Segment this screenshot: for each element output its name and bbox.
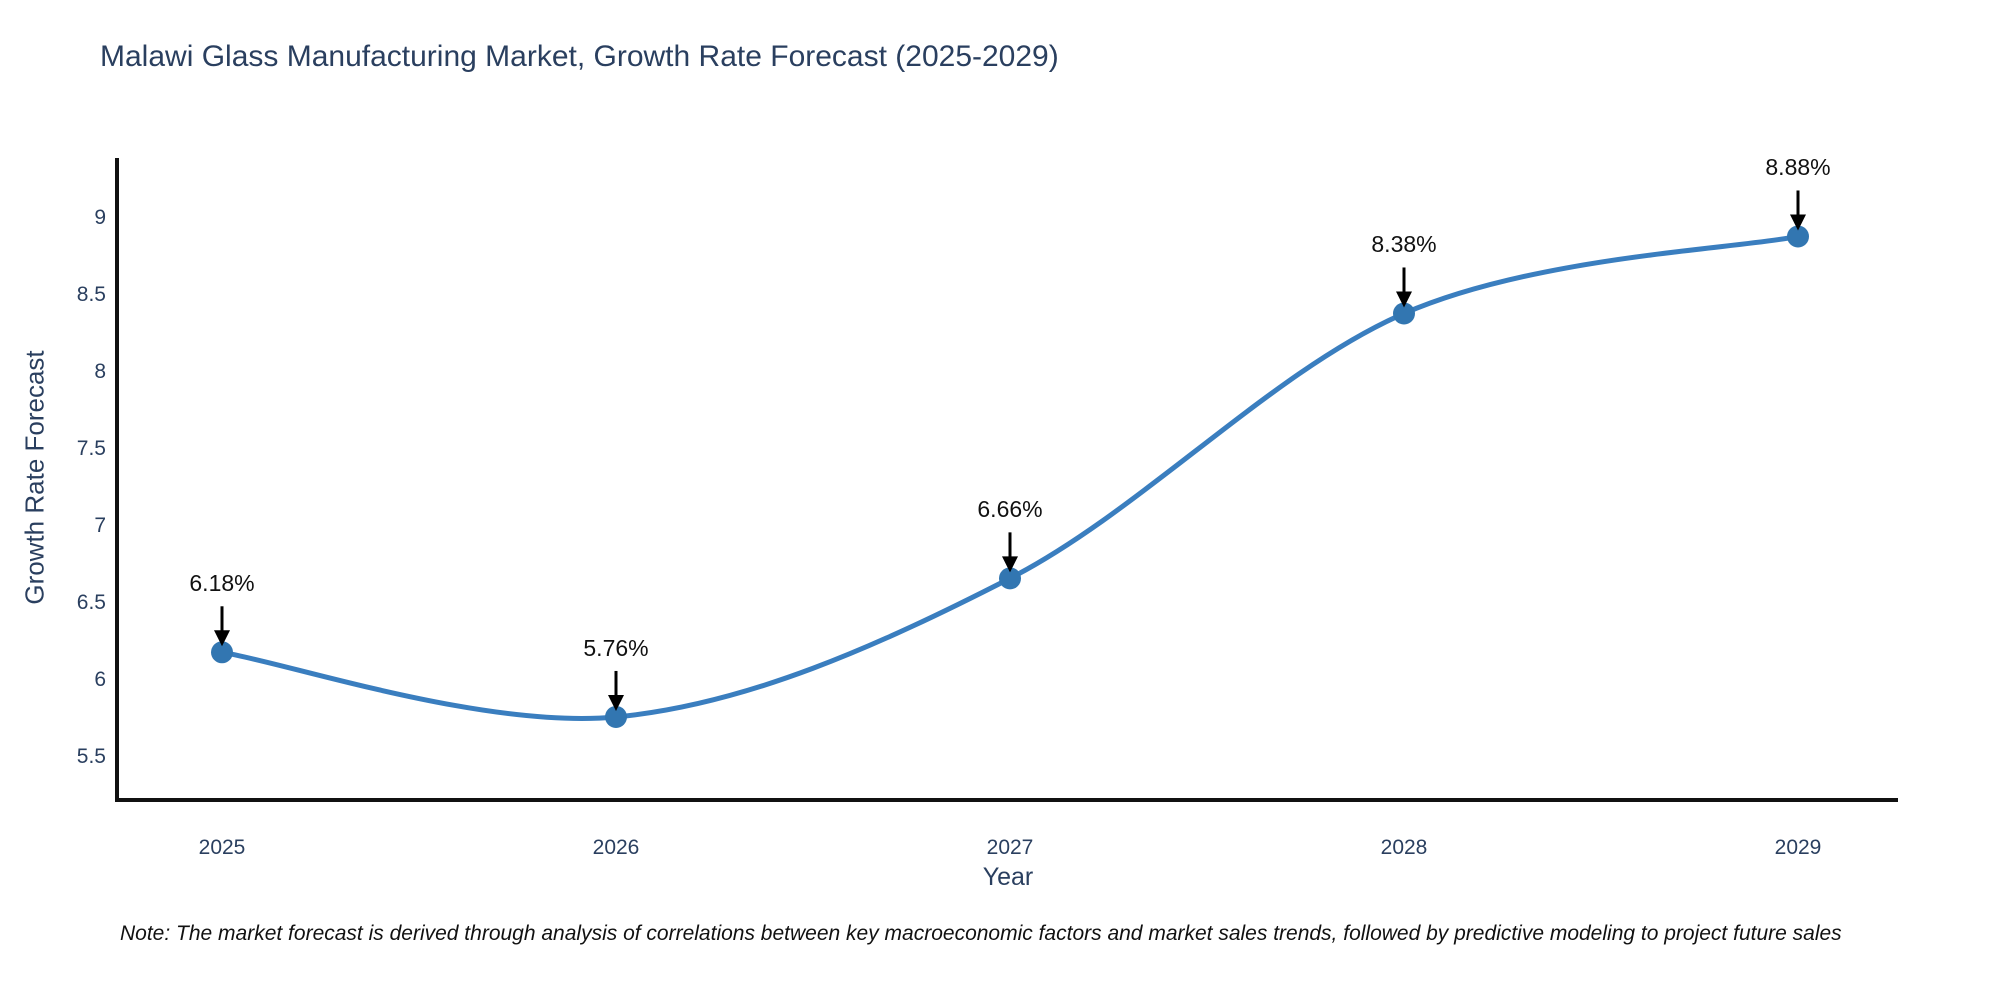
y-tick-label: 5.5: [76, 745, 106, 768]
annotation-arrowhead: [1396, 291, 1412, 308]
data-point-marker: [999, 567, 1021, 590]
y-axis-title: Growth Rate Forecast: [19, 350, 50, 605]
y-tick-label: 9: [94, 206, 106, 229]
point-value-label: 8.38%: [1371, 231, 1437, 258]
data-point-marker: [1393, 302, 1415, 325]
y-tick-label: 7.5: [76, 437, 106, 460]
point-value-label: 8.88%: [1765, 154, 1831, 181]
x-tick-label: 2029: [1774, 836, 1822, 859]
trend-line: [219, 233, 1801, 721]
x-tick-label: 2027: [986, 836, 1034, 859]
data-point-marker: [605, 705, 627, 728]
y-tick-label: 6: [94, 668, 106, 691]
annotation-arrowhead: [608, 694, 624, 711]
x-tick-label: 2028: [1380, 836, 1428, 859]
chart-title: Malawi Glass Manufacturing Market, Growt…: [100, 40, 1059, 73]
annotation-arrowhead: [214, 630, 230, 647]
y-tick-label: 7: [94, 514, 106, 537]
footnote: Note: The market forecast is derived thr…: [120, 922, 1842, 945]
annotation-arrowhead: [1002, 556, 1018, 573]
y-tick-label: 6.5: [76, 591, 106, 614]
x-tick-label: 2025: [198, 836, 246, 859]
x-axis-title: Year: [982, 863, 1034, 891]
annotation-arrowhead: [1790, 214, 1806, 231]
data-point-marker: [211, 641, 233, 664]
point-value-label: 6.18%: [189, 570, 255, 597]
point-value-label: 6.66%: [977, 496, 1043, 523]
data-point-marker: [1787, 225, 1809, 248]
y-tick-label: 8.5: [76, 283, 106, 306]
x-tick-label: 2026: [592, 836, 640, 859]
point-value-label: 5.76%: [583, 634, 649, 661]
y-tick-label: 8: [94, 360, 106, 383]
